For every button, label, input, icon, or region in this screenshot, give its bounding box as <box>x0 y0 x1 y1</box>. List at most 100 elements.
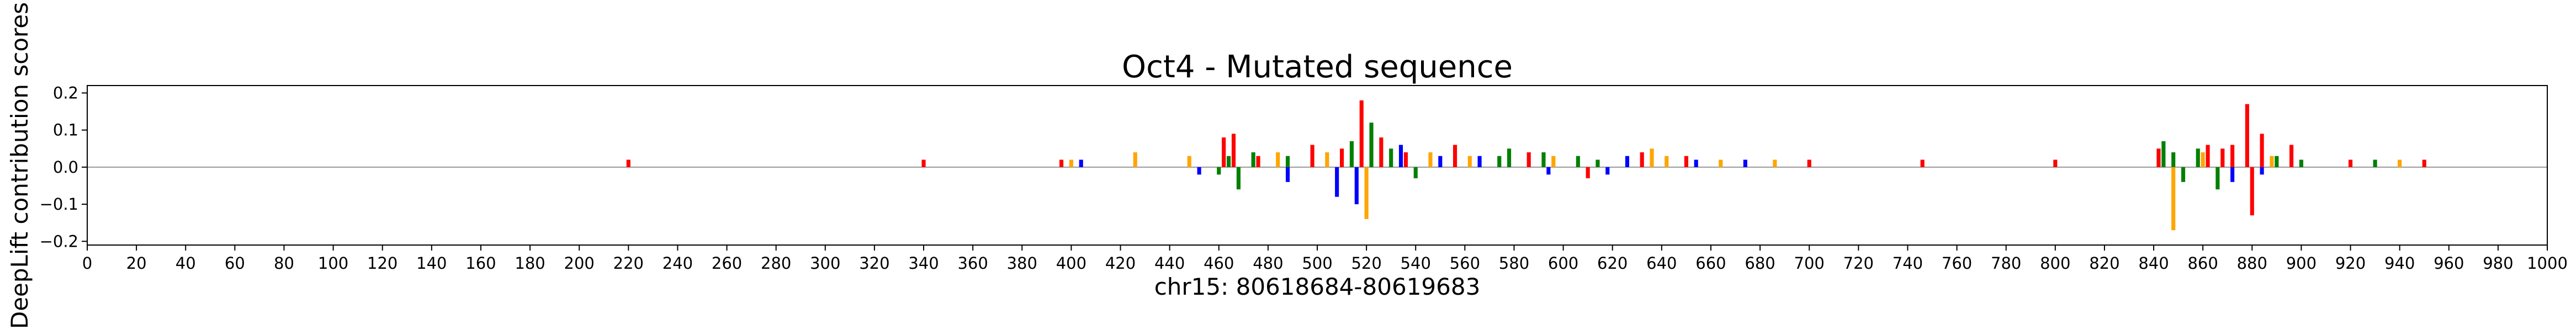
x-tick-label: 120 <box>367 254 397 273</box>
contribution-bar-A <box>1217 167 1221 175</box>
contribution-bar-T <box>2220 148 2225 167</box>
x-tick-label: 480 <box>1253 254 1283 273</box>
contribution-bar-T <box>2250 167 2254 216</box>
contribution-bar-T <box>1807 159 1811 167</box>
axis-ticks: 0 20 40 60 80 100 120 140 160 180 200 220 240 260 280 3… <box>40 83 2568 273</box>
contribution-bar-A <box>1349 141 1354 167</box>
x-tick-label: 60 <box>225 254 245 273</box>
x-tick-label: 300 <box>810 254 840 273</box>
contribution-bar-A <box>2171 152 2176 167</box>
contribution-bar-T <box>2156 148 2161 167</box>
x-tick-label: 320 <box>859 254 889 273</box>
x-tick-label: 760 <box>1942 254 1972 273</box>
contribution-bar-T <box>2245 104 2249 167</box>
contribution-bar-G <box>1719 159 1723 167</box>
contribution-bar-A <box>1389 148 1393 167</box>
contribution-bar-G <box>2398 159 2402 167</box>
contribution-bar-T <box>921 159 926 167</box>
contribution-bar-T <box>2289 145 2294 167</box>
contribution-bar-T <box>1310 145 1314 167</box>
x-tick-label: 200 <box>564 254 595 273</box>
contribution-bar-A <box>1497 156 1502 167</box>
x-tick-label: 860 <box>2187 254 2218 273</box>
x-tick-label: 380 <box>1007 254 1037 273</box>
plot-frame <box>87 85 2548 246</box>
contribution-bar-A <box>2181 167 2186 182</box>
x-tick-label: 520 <box>1351 254 1381 273</box>
contribution-bar-C <box>1438 156 1443 167</box>
contribution-bar-C <box>1197 167 1201 175</box>
contribution-bar-T <box>626 159 630 167</box>
x-axis-label: chr15: 80618684-80619683 <box>1154 273 1481 300</box>
x-tick-label: 800 <box>2040 254 2070 273</box>
contribution-bar-C <box>1079 159 1083 167</box>
contribution-bar-C <box>1354 167 1359 205</box>
contribution-bar-T <box>1684 156 1688 167</box>
contribution-bar-T <box>1586 167 1590 179</box>
x-tick-label: 920 <box>2335 254 2366 273</box>
contribution-bar-C <box>2260 167 2264 175</box>
contribution-bar-C <box>1398 145 1403 167</box>
contribution-bar-C <box>1625 156 1630 167</box>
x-tick-label: 100 <box>318 254 348 273</box>
x-tick-label: 280 <box>761 254 791 273</box>
chart-title: Oct4 - Mutated sequence <box>1122 49 1513 85</box>
x-tick-label: 640 <box>1646 254 1677 273</box>
x-tick-label: 720 <box>1843 254 1874 273</box>
x-tick-label: 600 <box>1548 254 1578 273</box>
contribution-bar-C <box>1546 167 1551 175</box>
contribution-bar-T <box>1231 134 1236 167</box>
x-tick-label: 780 <box>1991 254 2021 273</box>
contribution-bar-A <box>1285 156 1290 167</box>
x-tick-label: 500 <box>1302 254 1332 273</box>
x-tick-label: 940 <box>2384 254 2415 273</box>
contribution-bar-G <box>1276 152 1280 167</box>
x-tick-label: 820 <box>2089 254 2119 273</box>
contribution-bar-G <box>2171 167 2176 231</box>
x-tick-label: 460 <box>1204 254 1234 273</box>
x-tick-label: 0 <box>82 254 92 273</box>
x-tick-label: 660 <box>1695 254 1726 273</box>
x-tick-label: 220 <box>613 254 644 273</box>
contribution-bar-G <box>1133 152 1137 167</box>
contribution-bar-T <box>2206 145 2210 167</box>
contribution-bar-G <box>1325 152 1329 167</box>
x-tick-label: 240 <box>662 254 693 273</box>
contribution-bar-T <box>1222 137 1226 167</box>
contribution-bar-T <box>1920 159 1925 167</box>
contribution-bar-T <box>1453 145 1457 167</box>
y-axis-label: DeepLift contribution scores <box>6 2 33 329</box>
contribution-bar-A <box>1576 156 1580 167</box>
contribution-bar-G <box>1665 156 1669 167</box>
contribution-bar-T <box>2230 145 2235 167</box>
contribution-bar-C <box>2230 167 2235 182</box>
x-tick-label: 680 <box>1745 254 1775 273</box>
y-tick-label: 0.2 <box>53 83 78 102</box>
contribution-bar-G <box>1650 148 1654 167</box>
x-tick-label: 700 <box>1794 254 1825 273</box>
contribution-bar-C <box>1743 159 1747 167</box>
x-tick-label: 360 <box>957 254 988 273</box>
x-tick-label: 40 <box>176 254 196 273</box>
contribution-bar-C <box>1285 167 1290 182</box>
x-tick-label: 840 <box>2138 254 2169 273</box>
contribution-bar-G <box>2270 156 2274 167</box>
x-tick-label: 260 <box>712 254 742 273</box>
x-tick-label: 440 <box>1154 254 1185 273</box>
contribution-bar-T <box>2260 134 2264 167</box>
x-tick-label: 1000 <box>2527 254 2568 273</box>
contribution-bar-T <box>1640 152 1644 167</box>
contribution-bar-C <box>1335 167 1339 197</box>
x-tick-label: 740 <box>1893 254 1923 273</box>
x-tick-label: 540 <box>1401 254 1431 273</box>
contribution-bar-A <box>2161 141 2166 167</box>
x-tick-label: 140 <box>416 254 447 273</box>
x-tick-label: 900 <box>2286 254 2317 273</box>
contribution-bar-G <box>1187 156 1191 167</box>
contribution-bar-A <box>2299 159 2303 167</box>
contribution-bar-G <box>2201 152 2205 167</box>
contribution-bar-T <box>1526 152 1531 167</box>
y-tick-label: −0.1 <box>40 195 78 214</box>
contribution-bar-A <box>1251 152 1255 167</box>
